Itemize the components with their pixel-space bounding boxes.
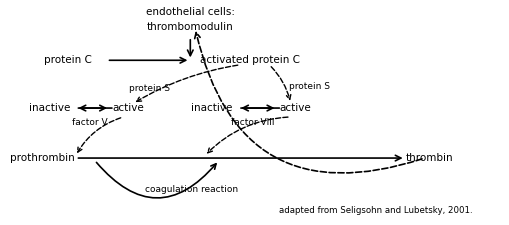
Text: adapted from Seligsohn and Lubetsky, 2001.: adapted from Seligsohn and Lubetsky, 200… — [279, 206, 472, 215]
Text: active: active — [279, 103, 312, 113]
Text: thrombin: thrombin — [406, 153, 453, 163]
Text: activated protein C: activated protein C — [200, 55, 300, 65]
Text: protein C: protein C — [44, 55, 92, 65]
Text: factor VIII: factor VIII — [231, 118, 274, 127]
Text: coagulation reaction: coagulation reaction — [145, 185, 238, 194]
Text: inactive: inactive — [191, 103, 233, 113]
Text: prothrombin: prothrombin — [10, 153, 74, 163]
Text: protein S: protein S — [129, 83, 170, 92]
Text: thrombomodulin: thrombomodulin — [147, 22, 234, 32]
Text: factor V: factor V — [72, 118, 108, 127]
Text: protein S: protein S — [290, 82, 330, 91]
FancyArrowPatch shape — [195, 33, 422, 173]
Text: inactive: inactive — [29, 103, 70, 113]
Text: active: active — [112, 103, 144, 113]
Text: endothelial cells:: endothelial cells: — [146, 7, 235, 17]
